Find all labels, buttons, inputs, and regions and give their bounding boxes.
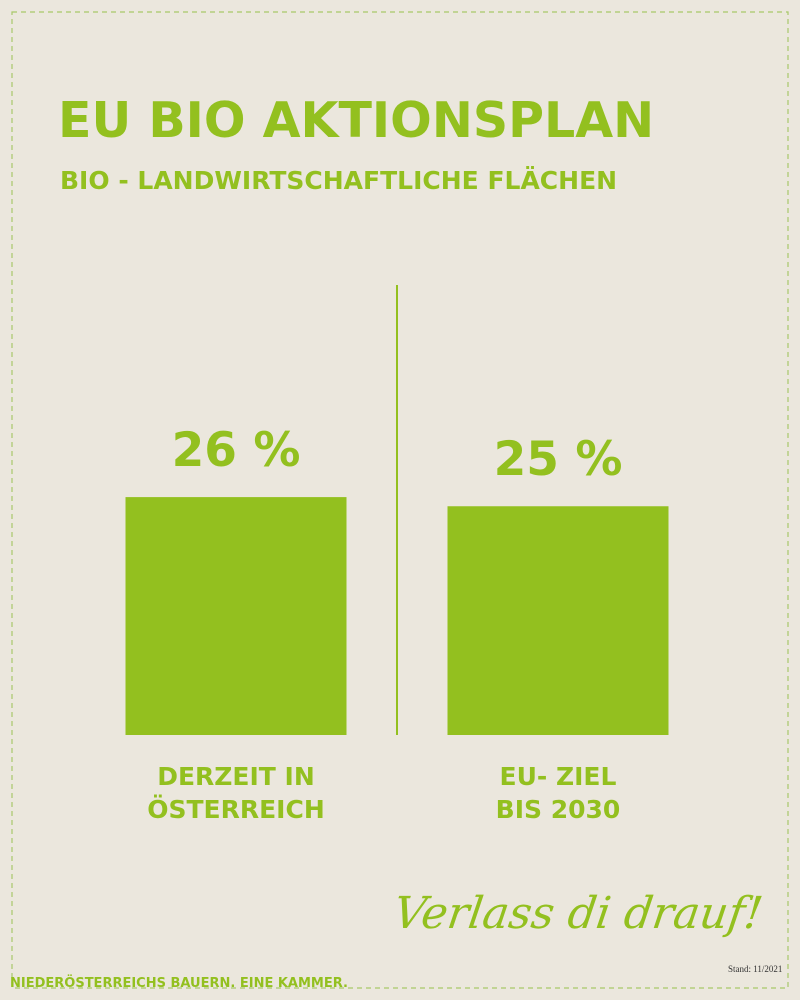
note: Stand: 11/2021	[728, 964, 783, 974]
footer: NIEDERÖSTERREICHS BAUERN. EINE KAMMER.	[10, 976, 348, 991]
value-label: 26 %	[171, 423, 301, 479]
category-label: DERZEIT IN ÖSTERREICH	[147, 762, 325, 824]
value-label: 25 %	[493, 432, 623, 488]
bar	[125, 497, 347, 735]
slogan: Verlass di drauf!	[390, 888, 766, 939]
dashed-border	[11, 11, 789, 989]
category-label: EU- ZIEL BIS 2030	[495, 762, 621, 824]
bar	[447, 506, 669, 735]
chart-subtitle: BIO - LANDWIRTSCHAFTLICHE FLÄCHEN	[60, 166, 618, 195]
chart-title: EU BIO AKTIONSPLAN	[58, 92, 655, 149]
